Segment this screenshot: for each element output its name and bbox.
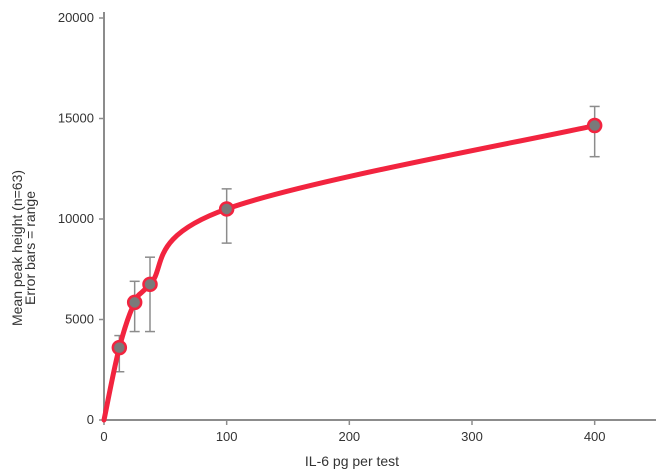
error-bar <box>145 256 155 333</box>
y-tick-label: 15000 <box>58 111 94 126</box>
y-tick-label: 0 <box>87 412 94 427</box>
y-tick-label: 20000 <box>58 10 94 25</box>
axes <box>103 12 656 421</box>
x-tick-label: 0 <box>100 429 107 444</box>
series-line <box>101 123 598 423</box>
data-point <box>586 117 603 134</box>
x-axis-ticks: 0 100 200 300 400 <box>100 420 606 444</box>
y-tick-label: 10000 <box>58 211 94 226</box>
y-axis-title: Mean peak height (n=63) Error bars = ran… <box>9 170 38 326</box>
x-axis-title: IL-6 pg per test <box>305 453 399 469</box>
series-lines <box>101 123 598 423</box>
y-axis-title-line-2: Error bars = range <box>22 191 38 305</box>
y-axis-ticks: 0 5000 10000 15000 20000 <box>58 10 104 427</box>
x-tick-label: 300 <box>461 429 483 444</box>
data-point <box>111 339 128 356</box>
x-tick-label: 100 <box>216 429 238 444</box>
data-point <box>142 276 158 293</box>
y-tick-label: 5000 <box>65 312 94 327</box>
y-axis-title-line-1: Mean peak height (n=63) <box>9 170 25 326</box>
x-tick-label: 200 <box>338 429 360 444</box>
data-point <box>126 294 143 311</box>
error-bars <box>114 105 600 373</box>
data-point <box>218 201 235 217</box>
data-markers <box>111 117 603 356</box>
x-tick-label: 400 <box>584 429 606 444</box>
